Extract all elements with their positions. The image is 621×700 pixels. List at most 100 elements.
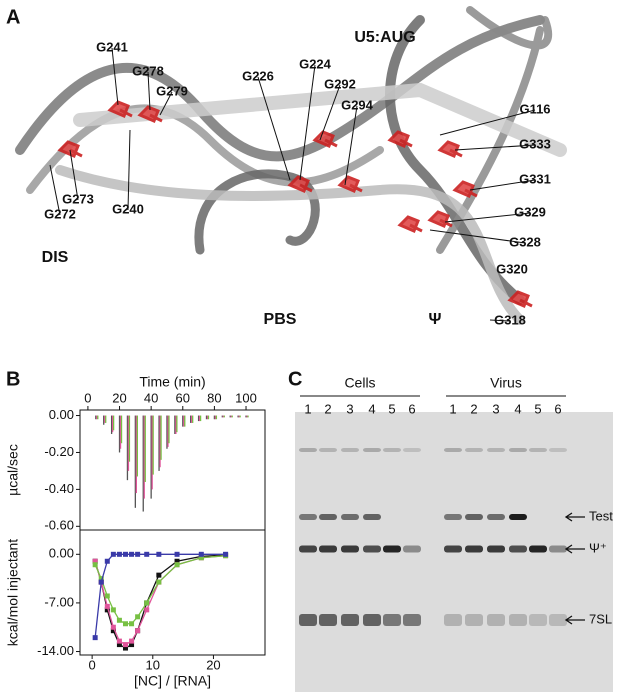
- leader-line: [439, 109, 536, 136]
- gel-band: [487, 545, 505, 553]
- lane-label: 6: [554, 401, 561, 416]
- guanine-sticks: [452, 180, 478, 198]
- data-point: [116, 638, 122, 644]
- rna-ribbon: [55, 165, 525, 325]
- x-axis-title: [NC] / [RNA]: [134, 673, 211, 689]
- marker-label: Test: [589, 508, 613, 523]
- lane-label: 1: [304, 401, 311, 416]
- gel-band: [487, 614, 505, 626]
- leader-line: [429, 229, 526, 244]
- leader-line: [444, 212, 531, 223]
- marker-arrow: [564, 512, 585, 522]
- data-point: [92, 635, 98, 641]
- y-tick-label: -0.20: [44, 444, 74, 459]
- y-tick-label: -0.40: [44, 481, 74, 496]
- data-point: [104, 603, 110, 609]
- y-tick-label: -7.00: [44, 594, 74, 609]
- rna-ribbon: [15, 15, 545, 162]
- data-point: [122, 621, 128, 627]
- residue-label: G331: [519, 171, 551, 186]
- gel-band: [383, 545, 401, 553]
- leader-line: [49, 164, 61, 216]
- guanine-sticks: [507, 290, 533, 308]
- guanine-sticks: [387, 130, 413, 148]
- residue-label: G329: [514, 204, 546, 219]
- fit-line: [94, 555, 226, 646]
- gel-band: [299, 448, 317, 452]
- marker-arrow: [564, 615, 585, 625]
- y-tick-label: -14.00: [37, 643, 74, 658]
- leader-line: [159, 91, 173, 116]
- gel-band: [444, 545, 462, 553]
- data-point: [198, 551, 204, 557]
- data-point: [223, 551, 229, 557]
- data-point: [129, 551, 135, 557]
- leader-line: [344, 105, 358, 186]
- plot-frame: [79, 409, 266, 531]
- residue-label: G278: [132, 63, 164, 78]
- data-point: [122, 645, 128, 651]
- gel-band: [383, 614, 401, 626]
- data-point: [129, 621, 135, 627]
- fit-line: [94, 555, 226, 625]
- y-tick-label: 0.00: [49, 407, 74, 422]
- residue-label: G279: [156, 83, 188, 98]
- gel-band: [319, 614, 337, 626]
- data-point: [92, 558, 98, 564]
- gel-band: [509, 514, 527, 520]
- data-point: [116, 551, 122, 557]
- lane-label: 4: [514, 401, 521, 416]
- panel-label: B: [6, 368, 20, 390]
- gel-band: [444, 614, 462, 626]
- data-point: [122, 642, 128, 648]
- data-point: [110, 624, 116, 630]
- data-point: [92, 562, 98, 568]
- gel-band: [465, 545, 483, 553]
- gel-band: [549, 545, 567, 553]
- data-point: [144, 551, 150, 557]
- gel-band: [341, 448, 359, 452]
- x-tick-label: 60: [176, 390, 190, 405]
- data-point: [174, 562, 180, 568]
- lane-label: 2: [324, 401, 331, 416]
- guanine-sticks: [107, 100, 133, 118]
- group-label: Cells: [344, 375, 375, 391]
- gel-band: [403, 545, 421, 553]
- gel-band: [319, 514, 337, 520]
- y-axis-title: µcal/sec: [5, 444, 21, 496]
- x-tick-label: 0: [84, 390, 91, 405]
- lane-label: 5: [534, 401, 541, 416]
- gel-band: [465, 614, 483, 626]
- data-point: [129, 638, 135, 644]
- residue-label: G320: [496, 261, 528, 276]
- leader-line: [299, 64, 316, 181]
- residue-label: G116: [519, 101, 550, 116]
- lane-label: 4: [368, 401, 375, 416]
- gel-band: [465, 448, 483, 452]
- lane-label: 3: [346, 401, 353, 416]
- rna-ribbon: [194, 169, 320, 255]
- data-point: [116, 617, 122, 623]
- residue-label: G273: [62, 191, 94, 206]
- leader-line: [69, 149, 79, 201]
- panel-label: A: [6, 6, 20, 28]
- residue-label: U5:AUG: [354, 29, 415, 46]
- rna-ribbon: [73, 82, 567, 157]
- leader-line: [319, 84, 341, 141]
- gel-band: [403, 614, 421, 626]
- residue-label: G318: [494, 312, 526, 327]
- gel-band: [529, 545, 547, 553]
- x-axis-title: Time (min): [139, 374, 205, 390]
- panel-label: C: [288, 368, 302, 390]
- residue-label: G294: [341, 97, 374, 112]
- leader-line: [469, 179, 536, 191]
- lane-label: 5: [388, 401, 395, 416]
- gel-band: [299, 614, 317, 626]
- residue-label: G224: [299, 56, 332, 71]
- x-tick-label: 0: [89, 657, 96, 672]
- data-point: [135, 628, 141, 634]
- guanine-sticks: [397, 215, 423, 233]
- leader-line: [111, 47, 119, 106]
- group-label: Virus: [490, 375, 522, 391]
- gel-band: [549, 448, 567, 452]
